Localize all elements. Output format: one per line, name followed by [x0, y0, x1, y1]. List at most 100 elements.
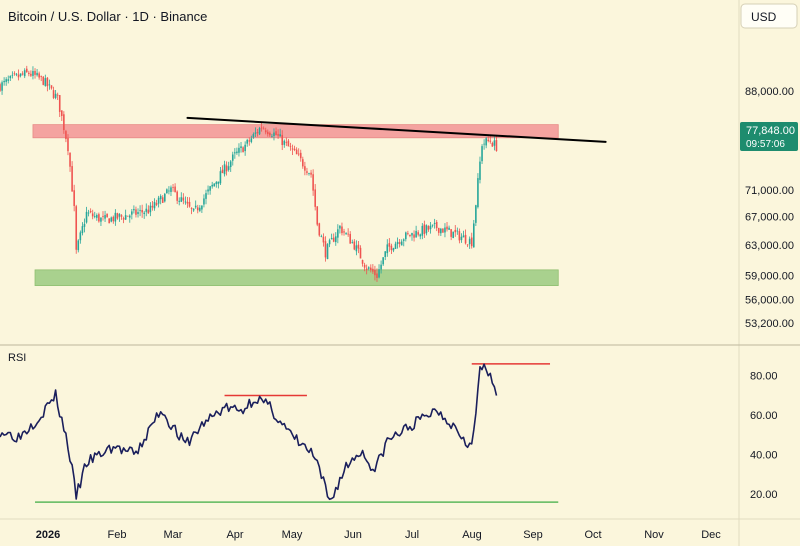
rsi-tick-label: 80.00: [750, 371, 778, 383]
candle-body: [295, 149, 298, 155]
candle-body: [468, 238, 471, 245]
candle-body: [9, 75, 12, 79]
price-tick-label: 88,000.00: [745, 86, 794, 98]
time-axis-labels: 2026 Feb Mar Apr May Jun Jul Aug Sep Oct Nov Dec: [36, 529, 722, 541]
currency-button[interactable]: USD: [740, 3, 798, 29]
candle: [448, 225, 450, 230]
candle-body: [83, 223, 86, 227]
candle-body: [332, 237, 335, 242]
candle: [248, 137, 251, 146]
candle: [34, 68, 36, 79]
candle: [143, 210, 145, 219]
candle: [135, 206, 137, 218]
candle-body: [28, 72, 30, 74]
rsi-tick-label: 40.00: [750, 450, 778, 462]
candle: [429, 221, 432, 234]
candle-body: [213, 183, 216, 187]
candle-body: [402, 239, 405, 241]
candle: [378, 264, 380, 279]
candle: [324, 236, 327, 262]
candle: [326, 243, 329, 260]
currency-button-label[interactable]: USD: [751, 10, 777, 24]
support-zone: [34, 269, 559, 286]
candle-body: [5, 79, 7, 82]
candle: [229, 159, 232, 172]
candle-body: [211, 184, 213, 187]
candle-body: [217, 181, 220, 184]
candle-body: [252, 134, 255, 138]
candle-body: [390, 245, 393, 251]
candle-body: [481, 146, 483, 162]
candle-body: [67, 138, 69, 152]
time-axis-label: Sep: [523, 529, 543, 541]
candle: [425, 224, 428, 236]
candle-body: [359, 247, 362, 259]
candle: [462, 230, 465, 238]
candle-body: [98, 214, 100, 222]
candle: [254, 127, 257, 138]
candle-body: [219, 171, 222, 184]
candle-body: [170, 187, 172, 192]
candle-body: [159, 195, 162, 200]
descending-trendline: [186, 116, 607, 143]
candle: [242, 146, 244, 153]
candle-body: [320, 236, 323, 237]
candle-body: [161, 197, 164, 203]
candles-layer: [0, 65, 498, 282]
candle-body: [145, 208, 148, 212]
candle-body: [487, 139, 490, 142]
candle-body: [460, 236, 463, 241]
candle: [491, 141, 494, 147]
candle: [124, 209, 127, 221]
candle-body: [293, 148, 296, 150]
candle: [153, 198, 156, 211]
candle-body: [242, 147, 244, 153]
candle: [89, 208, 92, 214]
candle-body: [254, 132, 257, 134]
candle: [176, 190, 178, 205]
time-axis-label: Nov: [644, 529, 664, 541]
candle: [365, 264, 368, 275]
candle-body: [380, 264, 382, 270]
time-axis-label: Apr: [226, 529, 243, 541]
candle: [19, 73, 22, 78]
candle-body: [196, 207, 199, 211]
candle-body: [433, 222, 436, 224]
currency-button-frame[interactable]: [740, 3, 798, 29]
candle: [93, 211, 96, 219]
candle-body: [361, 259, 364, 264]
candle: [236, 147, 238, 155]
time-axis-label: Jun: [344, 529, 362, 541]
price-tick-label: 71,000.00: [745, 185, 794, 197]
candle: [50, 85, 53, 90]
candle-body: [281, 134, 284, 146]
candle-body: [172, 187, 174, 189]
candle-body: [194, 205, 197, 208]
candle: [69, 152, 71, 172]
candle: [363, 262, 366, 272]
candle: [398, 238, 401, 248]
candle-body: [450, 229, 452, 237]
candle-body: [13, 73, 16, 75]
candle-body: [87, 212, 90, 214]
candle-body: [240, 146, 242, 148]
candle-body: [135, 209, 137, 215]
candle-body: [85, 211, 88, 223]
candle-body: [475, 205, 477, 223]
candle: [483, 139, 485, 150]
time-axis-label: Oct: [584, 529, 601, 541]
candle: [77, 239, 80, 253]
candle: [223, 160, 226, 177]
candle-body: [182, 197, 185, 201]
candle: [161, 195, 164, 203]
candle-body: [147, 209, 150, 214]
candle: [52, 86, 55, 100]
candle-body: [128, 215, 131, 218]
candle: [190, 207, 193, 215]
candle-body: [287, 140, 290, 147]
candle: [110, 216, 113, 223]
candle: [485, 136, 487, 149]
candle-body: [417, 232, 419, 235]
candle-body: [396, 241, 399, 245]
candle-body: [256, 132, 259, 134]
